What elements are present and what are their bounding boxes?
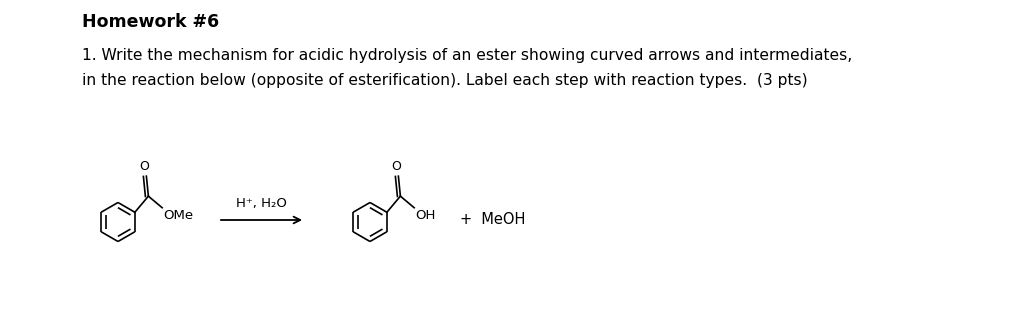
Text: Homework #6: Homework #6 bbox=[82, 13, 219, 31]
Text: O: O bbox=[139, 160, 148, 173]
Text: 1. Write the mechanism for acidic hydrolysis of an ester showing curved arrows a: 1. Write the mechanism for acidic hydrol… bbox=[82, 48, 852, 63]
Text: +  MeOH: + MeOH bbox=[460, 212, 525, 226]
Text: in the reaction below (opposite of esterification). Label each step with reactio: in the reaction below (opposite of ester… bbox=[82, 73, 808, 88]
Text: OH: OH bbox=[415, 209, 435, 222]
Text: O: O bbox=[391, 160, 400, 173]
Text: OMe: OMe bbox=[163, 209, 194, 222]
Text: H⁺, H₂O: H⁺, H₂O bbox=[237, 197, 287, 210]
